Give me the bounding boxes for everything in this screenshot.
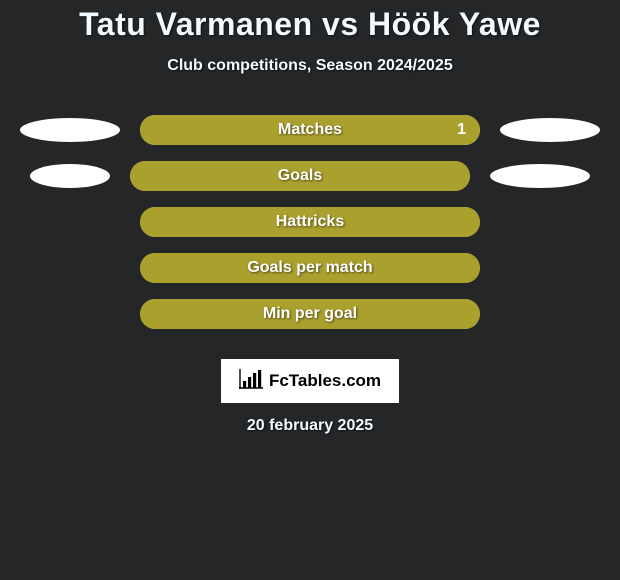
subtitle-text: Club competitions, Season 2024/2025 bbox=[167, 57, 452, 74]
subtitle: Club competitions, Season 2024/2025 bbox=[0, 57, 620, 75]
stat-row: Goals per match bbox=[0, 245, 620, 291]
player1-name: Tatu Varmanen bbox=[79, 6, 313, 42]
page-title: Tatu Varmanen vs Höök Yawe bbox=[0, 6, 620, 43]
footer-date: 20 february 2025 bbox=[0, 417, 620, 435]
comparison-infographic: Tatu Varmanen vs Höök Yawe Club competit… bbox=[0, 0, 620, 580]
stats-list: Matches 1 Goals Hattricks Goals per match Min… bbox=[0, 107, 620, 337]
bar-chart-icon bbox=[239, 369, 263, 394]
left-spacer bbox=[20, 302, 120, 326]
footer-date-text: 20 february 2025 bbox=[247, 417, 373, 434]
stat-label-text: Hattricks bbox=[276, 213, 344, 230]
left-ellipse bbox=[20, 118, 120, 142]
stat-row: Hattricks bbox=[0, 199, 620, 245]
stat-label-text: Goals per match bbox=[247, 259, 372, 276]
stat-bar: Goals bbox=[130, 161, 470, 191]
stat-bar: Min per goal bbox=[140, 299, 480, 329]
stat-bar: Goals per match bbox=[140, 253, 480, 283]
stat-label-text: Goals bbox=[278, 167, 322, 184]
right-spacer bbox=[500, 210, 600, 234]
right-ellipse bbox=[490, 164, 590, 188]
stat-label: Goals per match bbox=[247, 259, 372, 277]
vs-text: vs bbox=[313, 6, 368, 42]
left-ellipse bbox=[30, 164, 110, 188]
player2-name: Höök Yawe bbox=[368, 6, 541, 42]
stat-label-text: Matches bbox=[278, 121, 342, 138]
logo-text: FcTables.com bbox=[269, 371, 381, 391]
stat-label: Hattricks bbox=[276, 213, 344, 231]
logo-wrap: FcTables.com bbox=[0, 359, 620, 403]
stat-value-right: 1 bbox=[457, 121, 466, 139]
right-ellipse bbox=[500, 118, 600, 142]
stat-label: Matches bbox=[278, 121, 342, 139]
right-spacer bbox=[500, 256, 600, 280]
left-spacer bbox=[20, 210, 120, 234]
stat-bar: Matches 1 bbox=[140, 115, 480, 145]
left-spacer bbox=[20, 256, 120, 280]
stat-label: Goals bbox=[278, 167, 322, 185]
stat-label-text: Min per goal bbox=[263, 305, 357, 322]
stat-row: Goals bbox=[0, 153, 620, 199]
stat-bar: Hattricks bbox=[140, 207, 480, 237]
stat-row: Matches 1 bbox=[0, 107, 620, 153]
stat-label: Min per goal bbox=[263, 305, 357, 323]
fctables-logo: FcTables.com bbox=[221, 359, 399, 403]
right-spacer bbox=[500, 302, 600, 326]
stat-row: Min per goal bbox=[0, 291, 620, 337]
